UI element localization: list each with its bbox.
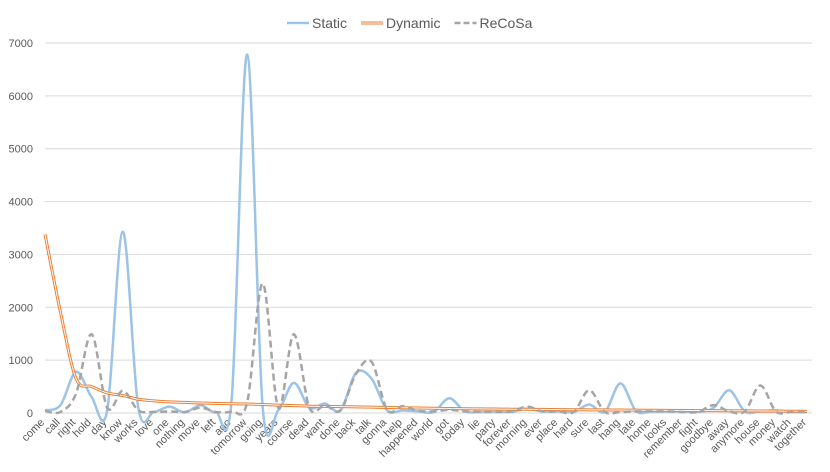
- legend-label: Dynamic: [386, 15, 440, 31]
- series-line: [43, 234, 808, 413]
- y-tick-label: 1000: [9, 355, 33, 367]
- x-tick-label: come: [20, 417, 48, 445]
- y-tick-label: 5000: [9, 144, 33, 156]
- y-tick-label: 7000: [9, 38, 33, 50]
- series-line-inner: [44, 234, 808, 412]
- series-line: [44, 53, 808, 437]
- legend-label: ReCoSa: [479, 15, 532, 31]
- y-tick-label: 3000: [9, 249, 33, 261]
- y-tick-label: 4000: [9, 197, 33, 209]
- y-tick-label: 6000: [9, 91, 33, 103]
- y-tick-label: 2000: [9, 302, 33, 314]
- y-tick-label: 0: [27, 408, 33, 420]
- series-line: [44, 282, 808, 416]
- legend-label: Static: [312, 15, 347, 31]
